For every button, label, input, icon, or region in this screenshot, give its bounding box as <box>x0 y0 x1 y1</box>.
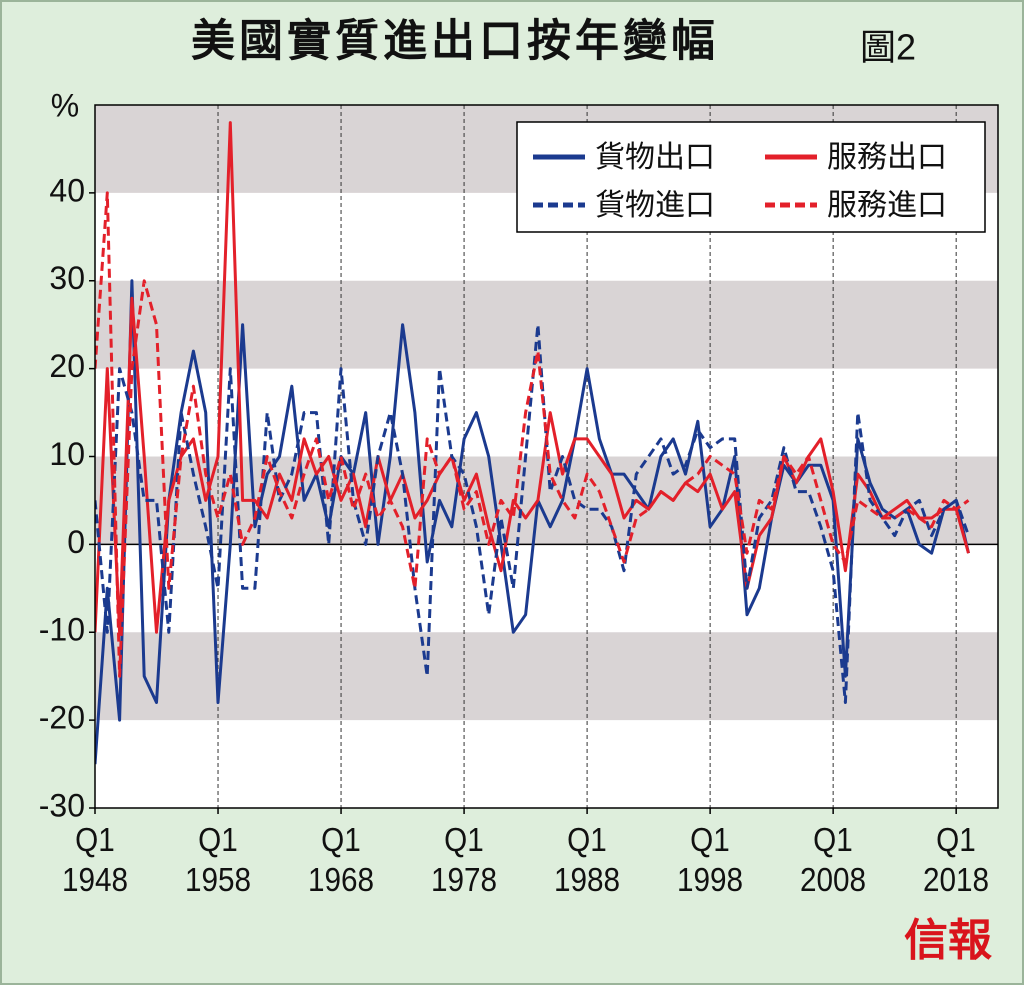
y-tick-label: 0 <box>67 524 85 560</box>
series-line <box>95 191 970 678</box>
x-tick-label: Q1 1968 <box>308 821 375 898</box>
y-axis-label: % <box>51 87 79 123</box>
grid-band <box>95 280 998 369</box>
x-tick-label: Q1 1948 <box>61 821 129 898</box>
x-tick-label: Q1 1958 <box>184 821 252 898</box>
legend-label: 貨物進口 <box>595 189 715 222</box>
x-tick-label: Q1 1978 <box>431 821 498 898</box>
y-tick-label: -20 <box>39 700 85 736</box>
y-tick-label: 40 <box>49 172 85 208</box>
legend-box <box>516 121 986 233</box>
x-tick-label: Q1 1998 <box>677 821 744 898</box>
x-tick-label: Q1 1988 <box>554 821 621 898</box>
series-line <box>95 323 970 704</box>
y-tick-label: -10 <box>39 612 85 648</box>
legend-label: 服務出口 <box>827 141 947 174</box>
legend-label: 服務進口 <box>827 189 947 222</box>
y-tick-label: 30 <box>49 260 85 296</box>
y-tick-label: 20 <box>49 348 85 384</box>
legend-label: 貨物出口 <box>595 141 715 174</box>
plot-border <box>94 104 999 809</box>
chart-title: 美國實質進出口按年變幅 <box>191 17 719 66</box>
y-tick-label: -30 <box>39 787 85 823</box>
source-logo: 信報 <box>904 916 992 965</box>
series-line <box>95 121 970 634</box>
plot-lines <box>95 121 970 765</box>
series-line <box>95 279 970 765</box>
grid-band <box>95 632 998 721</box>
x-tick-label: Q1 2018 <box>923 821 990 898</box>
y-tick-label: 10 <box>49 436 85 472</box>
figure-label: 圖2 <box>860 27 916 68</box>
x-tick-label: Q1 2008 <box>800 821 867 898</box>
